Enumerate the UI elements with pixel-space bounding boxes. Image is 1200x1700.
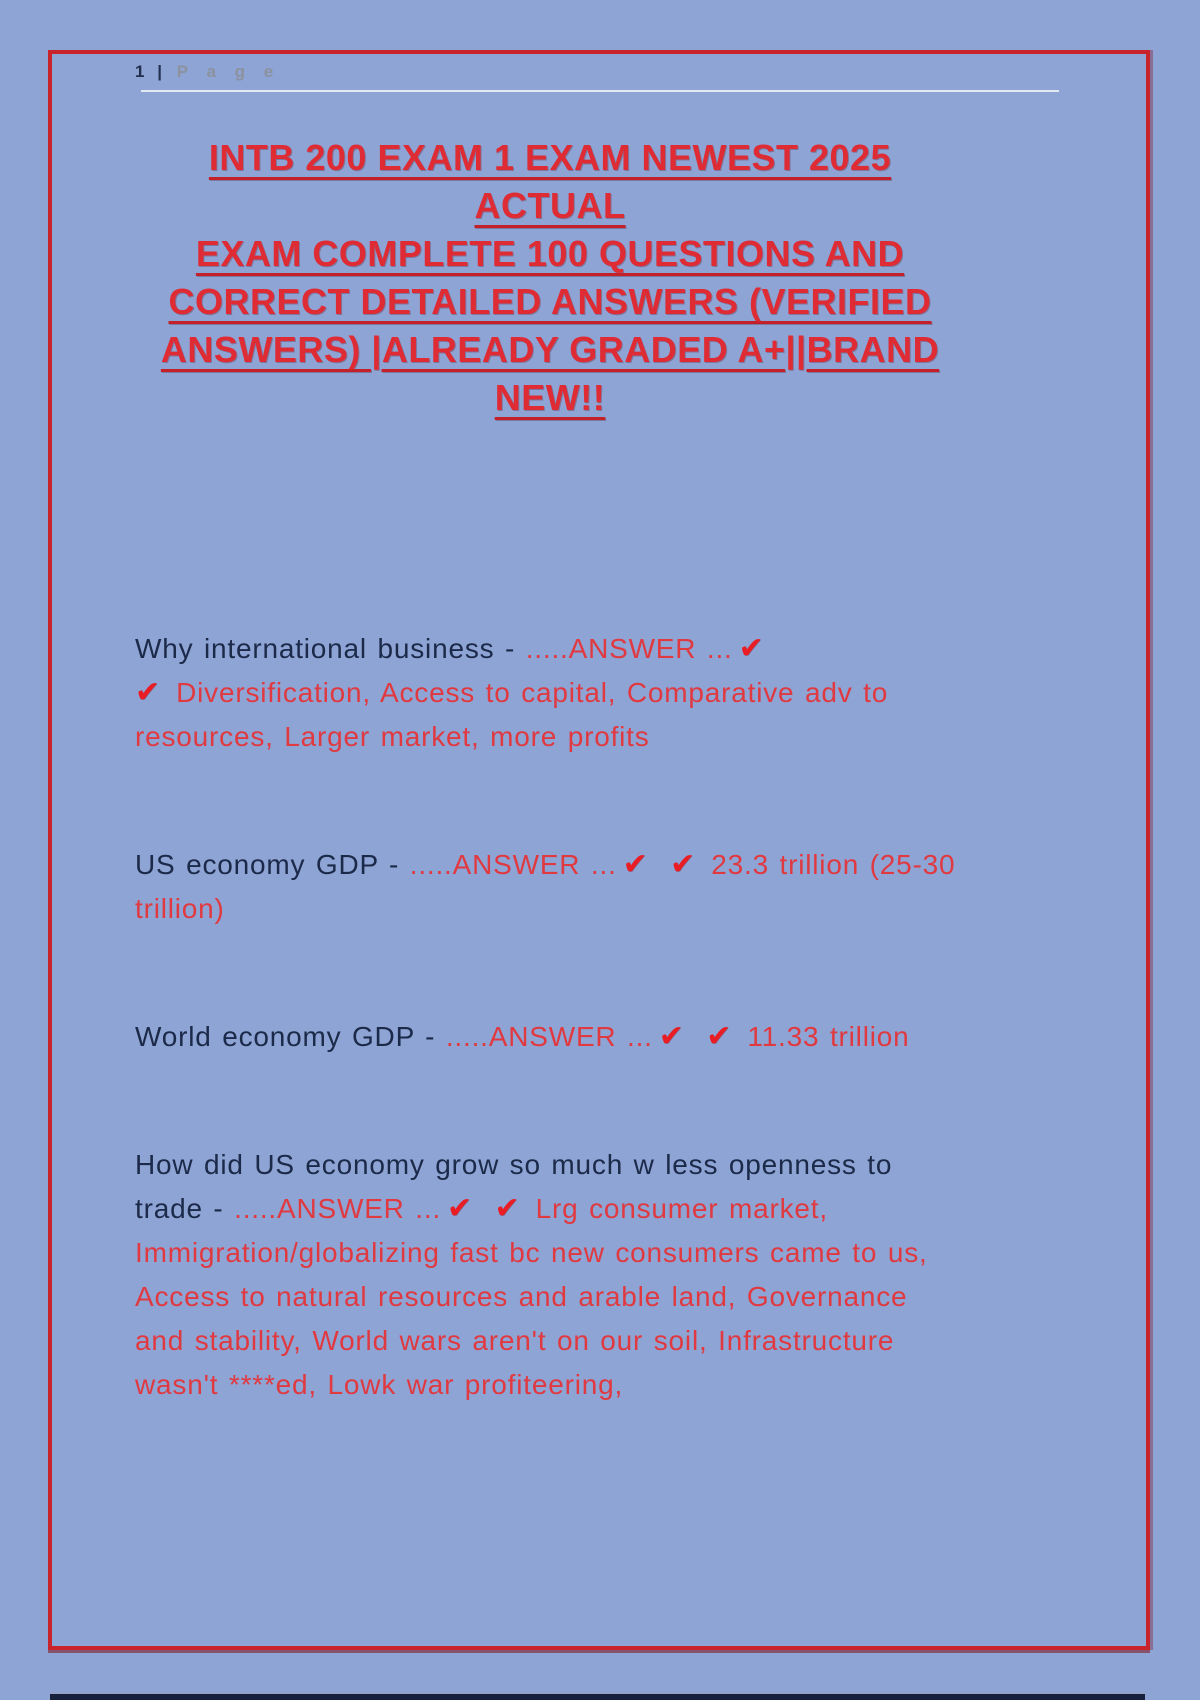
- bottom-page-edge-bar: [50, 1692, 1145, 1700]
- checkmark-icons: ✔ ✔: [135, 632, 770, 709]
- document-red-border: [48, 50, 1150, 1650]
- answer-marker: .....ANSWER ...: [234, 1193, 442, 1224]
- page-label: P a g e: [176, 62, 281, 81]
- page-separator: |: [157, 62, 165, 81]
- question-text: Why international business -: [135, 633, 526, 664]
- document-content: 1 | P a g e INTB 200 EXAM 1 EXAM NEWEST …: [135, 0, 1059, 1407]
- question-text: World economy GDP -: [135, 1021, 446, 1052]
- title-line: INTB 200 EXAM 1 EXAM NEWEST 2025 ACTUAL: [208, 137, 892, 226]
- header-rule: [141, 90, 1059, 92]
- question-text: How did US economy grow so much w less o…: [135, 1149, 893, 1224]
- answer-text: Diversification, Access to capital, Comp…: [135, 677, 889, 752]
- title-line: NEW!!: [494, 377, 606, 418]
- title-line: ANSWERS) |ALREADY GRADED A+||BRAND: [160, 329, 940, 370]
- document-title: INTB 200 EXAM 1 EXAM NEWEST 2025 ACTUAL …: [135, 134, 965, 422]
- answer-text: Lrg consumer market, Immigration/globali…: [135, 1193, 928, 1400]
- qa-item: Why international business - .....ANSWER…: [135, 627, 960, 759]
- answer-text: 11.33 trillion: [747, 1021, 910, 1052]
- page-number: 1: [135, 62, 148, 81]
- answer-marker: .....ANSWER ...: [445, 1021, 653, 1052]
- answer-marker: .....ANSWER ...: [409, 849, 617, 880]
- checkmark-icons: ✔ ✔: [658, 1020, 738, 1053]
- page-header: 1 | P a g e: [135, 62, 965, 82]
- qa-item: US economy GDP - .....ANSWER ... ✔ ✔ 23.3 …: [135, 843, 960, 931]
- qa-item: World economy GDP - .....ANSWER ... ✔ ✔ 11…: [135, 1015, 960, 1059]
- title-line: EXAM COMPLETE 100 QUESTIONS AND: [195, 233, 905, 274]
- qa-list: Why international business - .....ANSWER…: [135, 627, 960, 1407]
- qa-item: How did US economy grow so much w less o…: [135, 1143, 960, 1407]
- question-text: US economy GDP -: [135, 849, 410, 880]
- title-line: CORRECT DETAILED ANSWERS (VERIFIED: [168, 281, 932, 322]
- checkmark-icons: ✔ ✔: [622, 848, 702, 881]
- answer-marker: .....ANSWER ...: [525, 633, 733, 664]
- checkmark-icons: ✔ ✔: [447, 1192, 526, 1225]
- answer-text: 23.3 trillion (25-30 trillion): [135, 849, 956, 924]
